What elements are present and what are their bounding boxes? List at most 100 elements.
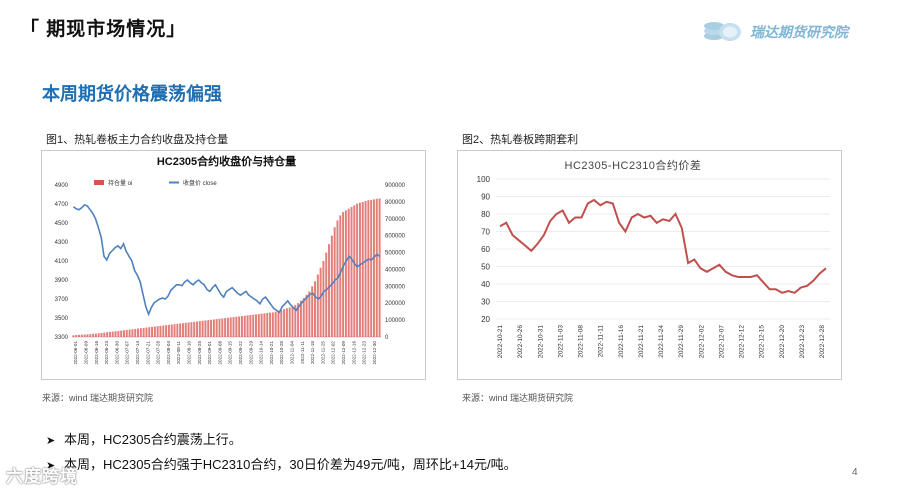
oi-bar bbox=[372, 199, 375, 337]
oi-bar bbox=[226, 317, 229, 337]
spread-chart: HC2305-HC2310合约价差 20 30 40 50 60 70 80 90 100 2022… bbox=[477, 158, 830, 359]
x-tick: 2022-08-18 bbox=[186, 341, 191, 365]
oi-bar bbox=[235, 316, 238, 337]
oi-bar bbox=[246, 315, 249, 337]
y-right-tick: 200000 bbox=[385, 301, 406, 307]
oi-bar bbox=[274, 311, 277, 337]
y-left-tick: 3700 bbox=[55, 297, 69, 303]
x-tick: 2022-12-09 bbox=[341, 341, 346, 365]
oi-bar bbox=[221, 318, 224, 337]
legend-oi-label: 持仓量 oi bbox=[108, 179, 132, 187]
oi-bar bbox=[201, 320, 204, 337]
oi-bar bbox=[364, 201, 367, 337]
watermark: 六度跨境 bbox=[6, 467, 78, 486]
oi-bar bbox=[196, 321, 198, 337]
oi-bar bbox=[106, 332, 109, 337]
oi-bar bbox=[266, 313, 269, 337]
oi-bar bbox=[330, 235, 333, 337]
oi-bar bbox=[263, 313, 266, 337]
x-tick: 2022-12-15 bbox=[759, 325, 766, 359]
section-subtitle: 本周期货价格震荡偏强 bbox=[42, 84, 222, 104]
oi-bar bbox=[305, 294, 308, 337]
bullet-1: ➤ 本周，HC2305合约震荡上行。 bbox=[46, 429, 242, 448]
bullet-1-text: 本周，HC2305合约震荡上行。 bbox=[64, 432, 242, 447]
oi-bar bbox=[170, 324, 173, 337]
x-tick: 2022-11-24 bbox=[658, 325, 665, 358]
oi-bar bbox=[153, 326, 156, 337]
chart2-title: HC2305-HC2310合约价差 bbox=[565, 158, 702, 172]
oi-bar bbox=[249, 315, 252, 337]
x-tick: 2022-10-31 bbox=[537, 325, 544, 359]
y-right-tick: 700000 bbox=[385, 217, 406, 223]
oi-bar bbox=[252, 314, 255, 337]
oi-bar bbox=[78, 334, 81, 337]
oi-bar bbox=[92, 333, 95, 337]
oi-bar bbox=[319, 267, 322, 337]
x-tick: 2022-06-01 bbox=[73, 341, 78, 365]
x-tick: 2022-12-16 bbox=[351, 341, 356, 365]
slide-title: 「 期现市场情况」 bbox=[20, 19, 187, 40]
x-tick: 2022-09-01 bbox=[207, 341, 212, 365]
x-tick: 2022-09-22 bbox=[238, 341, 243, 365]
oi-bar bbox=[86, 334, 89, 337]
oi-bar bbox=[137, 328, 139, 337]
oi-bar bbox=[333, 227, 336, 337]
oi-bar bbox=[361, 201, 364, 337]
logo: 瑞达期货研究院 bbox=[702, 10, 872, 46]
oi-bar bbox=[232, 317, 235, 337]
oi-bar bbox=[271, 312, 274, 337]
x-tick: 2022-10-14 bbox=[259, 341, 264, 365]
oi-bar bbox=[269, 312, 272, 337]
oi-bar bbox=[342, 212, 345, 337]
y-right-tick: 400000 bbox=[385, 267, 406, 273]
x-tick: 2022-08-25 bbox=[197, 341, 202, 365]
oi-bar bbox=[344, 210, 347, 337]
oi-bar bbox=[193, 321, 196, 337]
oi-bar bbox=[316, 274, 319, 337]
spread-line bbox=[499, 198, 827, 294]
x-tick: 2022-12-02 bbox=[331, 341, 336, 365]
y-left-tick: 3900 bbox=[55, 278, 69, 284]
oi-bar bbox=[299, 300, 302, 337]
oi-bar bbox=[72, 335, 75, 337]
oi-bar bbox=[165, 325, 168, 337]
oi-bar bbox=[120, 330, 123, 337]
oi-bar bbox=[139, 328, 142, 337]
x-tick: 2022-07-07 bbox=[125, 341, 130, 365]
y-left-tick: 4900 bbox=[55, 183, 69, 189]
x-tick: 2022-11-04 bbox=[289, 341, 294, 365]
oi-bar bbox=[322, 261, 325, 337]
oi-bar bbox=[117, 330, 120, 337]
x-tick: 2022-11-29 bbox=[678, 325, 685, 358]
oi-bar bbox=[367, 200, 370, 337]
oi-bar bbox=[370, 199, 373, 337]
y-tick: 40 bbox=[481, 280, 490, 289]
x-tick: 2022-11-08 bbox=[578, 325, 585, 358]
legend-close-label: 收盘价 close bbox=[183, 179, 217, 187]
x-tick: 2022-12-07 bbox=[718, 325, 725, 359]
figure1-caption: 图1、热轧卷板主力合约收盘及持仓量 bbox=[46, 134, 229, 146]
oi-bar bbox=[162, 325, 165, 337]
y-left-tick: 4700 bbox=[55, 202, 69, 208]
x-tick: 2022-06-16 bbox=[94, 341, 99, 365]
oi-bar bbox=[339, 215, 342, 337]
oi-bar bbox=[280, 309, 283, 337]
x-tick: 2022-07-14 bbox=[135, 341, 140, 365]
oi-bar bbox=[375, 198, 378, 337]
y-tick: 50 bbox=[481, 263, 490, 272]
x-tick: 2022-12-28 bbox=[819, 325, 826, 359]
oi-bar bbox=[103, 332, 106, 337]
x-tick: 2022-10-28 bbox=[279, 341, 284, 365]
x-tick: 2022-12-02 bbox=[698, 325, 705, 359]
oi-bar bbox=[302, 298, 305, 337]
chart1-title: HC2305合约收盘价与持仓量 bbox=[157, 154, 296, 168]
oi-bar bbox=[358, 202, 361, 337]
oi-bar bbox=[204, 320, 207, 337]
oi-bar bbox=[325, 252, 328, 337]
x-tick: 2022-11-16 bbox=[618, 325, 625, 358]
oi-bar bbox=[311, 286, 314, 337]
y-left-tick: 4100 bbox=[55, 259, 69, 265]
oi-bar bbox=[131, 329, 134, 337]
page-number: 4 bbox=[852, 467, 858, 478]
oi-bar bbox=[176, 323, 179, 337]
